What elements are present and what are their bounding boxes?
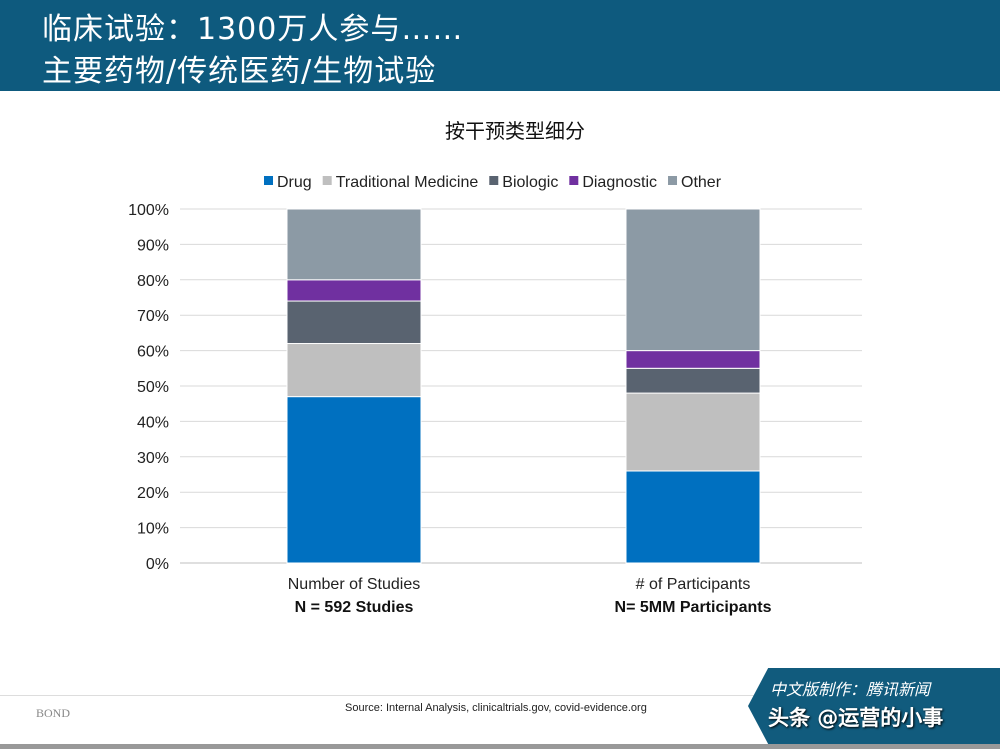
source-note: Source: Internal Analysis, clinicaltrial… — [345, 702, 647, 714]
y-tick-label: 20% — [137, 485, 169, 502]
y-tick-label: 80% — [137, 273, 169, 290]
bottom-border — [0, 744, 1000, 749]
page-title: 临床试验：1300万人参与…… — [42, 12, 464, 47]
legend-swatch — [569, 176, 579, 185]
x-category-label: # of Participants — [636, 576, 751, 593]
bar-segment-biologic — [286, 300, 422, 345]
y-tick-label: 10% — [137, 521, 169, 538]
legend-label: Other — [681, 174, 722, 191]
legend-label: Traditional Medicine — [336, 174, 479, 191]
legend-swatch — [489, 176, 499, 185]
bar-segment-traditional-medicine — [286, 343, 422, 398]
bar-segment-traditional-medicine — [625, 392, 761, 472]
legend-swatch — [264, 176, 273, 185]
divider — [0, 695, 1000, 696]
y-tick-label: 60% — [137, 344, 169, 361]
stacked-bar-chart: 0% 10% 20% 30% 40% 50% 60% 70% 80% 90% 100% Number … — [128, 174, 862, 616]
author-line: 头条 @运营的小事 — [768, 706, 944, 730]
legend-swatch — [668, 176, 678, 185]
y-tick-label: 50% — [137, 379, 169, 396]
bar-segment-biologic — [625, 367, 761, 394]
chart-title: 按干预类型细分 — [445, 119, 585, 143]
x-category-sublabel: N = 592 Studies — [295, 599, 414, 616]
legend-label: Drug — [277, 174, 312, 191]
bond-logo: BOND — [36, 706, 71, 720]
y-tick-label: 90% — [137, 237, 169, 254]
legend-label: Biologic — [502, 174, 558, 191]
bar-segment-diagnostic — [625, 350, 761, 369]
y-tick-label: 0% — [146, 556, 169, 573]
header-bar: 临床试验：1300万人参与…… 主要药物/传统医药/生物试验 — [0, 0, 1000, 91]
bar-segment-drug — [625, 470, 761, 564]
credit-line: 中文版制作：腾讯新闻 — [770, 680, 931, 699]
y-tick-label: 30% — [137, 450, 169, 467]
bar-segment-drug — [286, 396, 422, 564]
y-tick-label: 40% — [137, 414, 169, 431]
x-category-label: Number of Studies — [288, 576, 421, 593]
y-tick-label: 100% — [128, 202, 169, 219]
legend-swatch — [322, 176, 332, 185]
credit-badge — [748, 668, 1000, 744]
y-tick-label: 70% — [137, 308, 169, 325]
page-subtitle: 主要药物/传统医药/生物试验 — [42, 54, 437, 89]
bar-segment-diagnostic — [286, 279, 422, 302]
bar-segment-other — [286, 208, 422, 281]
x-category-sublabel: N= 5MM Participants — [615, 599, 772, 616]
bar-segment-other — [625, 208, 761, 352]
legend-label: Diagnostic — [582, 174, 657, 191]
